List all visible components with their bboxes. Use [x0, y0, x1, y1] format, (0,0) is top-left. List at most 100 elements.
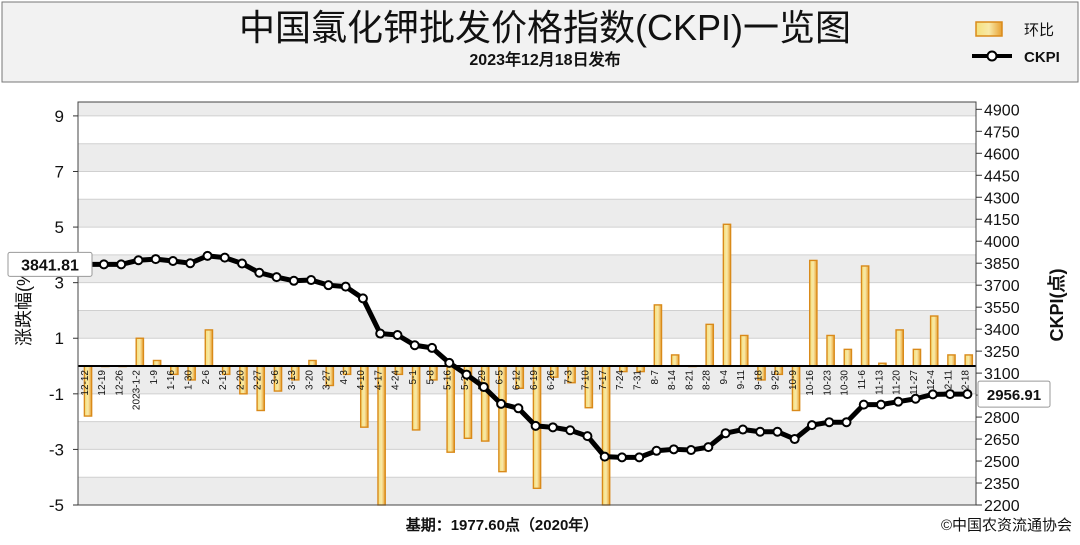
left-tick-label: -3: [49, 440, 64, 459]
right-tick-label: 4300: [984, 190, 1020, 207]
x-tick-label: 2023-1-2: [132, 370, 143, 410]
grid-band: [78, 254, 976, 283]
right-tick-label: 3850: [984, 256, 1020, 273]
right-tick-label: 3250: [984, 344, 1020, 361]
chart-title: 中国氯化钾批发价格指数(CKPI)一览图: [239, 7, 851, 48]
x-tick-label: 6-5: [494, 370, 505, 385]
x-tick-label: 1-9: [149, 370, 160, 385]
x-tick-label: 2-13: [218, 370, 229, 390]
bar-2023-1-2: [135, 337, 145, 367]
right-tick-label: 2500: [984, 454, 1020, 471]
ckpi-point-9-25: [772, 426, 783, 437]
ckpi-point-10-16: [806, 420, 817, 431]
ckpi-point-11-20: [893, 396, 904, 407]
ckpi-point-8-21: [686, 445, 697, 456]
x-tick-label: 7-17: [598, 370, 609, 390]
ckpi-point-8-7: [651, 445, 662, 456]
first-value-label: 3841.81: [21, 257, 79, 274]
right-tick-label: 4900: [984, 102, 1020, 119]
right-tick-label: 2650: [984, 432, 1020, 449]
ckpi-point-9-11: [737, 424, 748, 435]
bar-10-16: [808, 259, 818, 367]
ckpi-point-7-17: [599, 451, 610, 462]
x-tick-label: 4-17: [373, 370, 384, 390]
legend-line-marker: [986, 50, 998, 62]
x-tick-label: 5-1: [408, 370, 419, 385]
x-tick-label: 10-30: [840, 370, 851, 396]
x-tick-label: 12-18: [961, 370, 972, 396]
ckpi-point-5-8: [427, 342, 438, 353]
ckpi-point-7-24: [616, 452, 627, 463]
bar-8-28: [705, 323, 715, 367]
left-tick-label: -5: [49, 496, 64, 515]
x-tick-label: 4-24: [391, 370, 402, 390]
bar-11-20: [895, 329, 904, 367]
ckpi-point-4-10: [357, 293, 368, 304]
x-tick-label: 12-12: [80, 370, 91, 396]
ckpi-point-6-5: [496, 398, 507, 409]
grid-band: [78, 102, 976, 116]
x-tick-label: 11-27: [909, 370, 920, 395]
x-tick-label: 4-10: [356, 370, 367, 390]
right-tick-label: 4150: [984, 212, 1020, 229]
x-tick-label: 10-16: [805, 370, 816, 396]
ckpi-point-6-12: [513, 403, 524, 414]
x-tick-label: 6-19: [529, 370, 540, 390]
x-tick-label: 11-13: [874, 370, 885, 395]
value-annotations: 3841.81 2956.91: [7, 251, 1051, 408]
x-tick-label: 3-20: [304, 370, 315, 390]
header-band: [1, 1, 1079, 83]
x-tick-label: 2-6: [201, 370, 212, 385]
copyright: ©中国农资流通协会: [941, 517, 1072, 534]
right-tick-label: 2200: [984, 498, 1020, 515]
right-tick-label: 2800: [984, 410, 1020, 427]
x-tick-labels: 12-12 12-19 12-26 2023-1-2 1-9 1-16 1-30 2-6 2-1…: [80, 370, 972, 410]
ckpi-point-1-9: [150, 254, 161, 265]
footer-base: 基期：1977.60点（2020年）: [405, 516, 599, 534]
right-tick-label: 4000: [984, 234, 1020, 251]
ckpi-point-5-16: [444, 357, 455, 368]
ckpi-point-4-17: [375, 328, 386, 339]
grid-band: [78, 477, 976, 505]
ckpi-line-series: [81, 250, 973, 463]
ckpi-point-5-1: [409, 340, 420, 351]
x-tick-label: 1-30: [184, 370, 195, 390]
bar-9-11: [739, 334, 749, 367]
bar-12-4: [929, 315, 939, 367]
ckpi-point-3-20: [306, 275, 317, 286]
left-axis: 9 7 5 3 1 -1 -3 -5: [49, 107, 78, 515]
ckpi-point-12-18: [962, 389, 973, 400]
x-tick-label: 5-22: [460, 370, 471, 390]
bar-series: [83, 223, 974, 506]
x-tick-label: 8-28: [702, 370, 713, 390]
x-tick-label: 1-16: [166, 370, 177, 390]
bar-8-14: [670, 354, 680, 367]
x-tick-label: 12-11: [943, 370, 954, 395]
x-tick-label: 4-3: [339, 370, 350, 385]
bar-11-27: [912, 348, 922, 367]
ckpi-point-3-27: [323, 280, 334, 291]
x-tick-label: 12-4: [926, 370, 937, 390]
grid-band: [78, 199, 976, 228]
x-tick-label: 9-11: [736, 370, 747, 390]
right-tick-label: 3400: [984, 322, 1020, 339]
bar-11-6: [860, 265, 870, 367]
x-tick-label: 2-20: [235, 370, 246, 390]
x-tick-label: 11-20: [892, 370, 903, 395]
x-tick-label: 5-16: [443, 370, 454, 390]
left-tick-label: 7: [55, 162, 64, 181]
grid-band: [78, 143, 976, 172]
first-value-box: [7, 251, 93, 277]
x-tick-label: 12-19: [97, 370, 108, 396]
right-tick-label: 2350: [984, 476, 1020, 493]
ckpi-point-5-29: [478, 382, 489, 393]
ckpi-point-2-27: [254, 267, 265, 278]
ckpi-point-2-20: [237, 258, 248, 269]
grid-band: [78, 310, 976, 339]
legend: 环比 CKPI: [972, 21, 1060, 66]
ckpi-point-12-26: [116, 259, 127, 270]
ckpi-point-3-6: [271, 272, 282, 283]
grid-band: [78, 421, 976, 450]
chart-subtitle: 2023年12月18日发布: [469, 50, 620, 69]
